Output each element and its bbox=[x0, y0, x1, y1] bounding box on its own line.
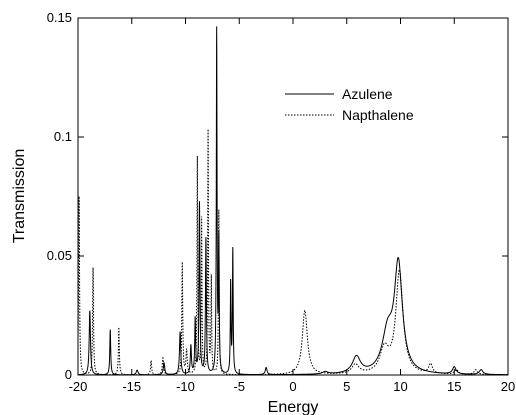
y-tick-label: 0.15 bbox=[47, 10, 72, 25]
y-tick-label: 0.1 bbox=[54, 129, 72, 144]
x-axis-label: Energy bbox=[268, 399, 319, 415]
x-tick-label: -10 bbox=[176, 379, 195, 394]
series-line-napthalene bbox=[77, 129, 508, 376]
y-axis-label: Transmission bbox=[11, 149, 28, 244]
y-tick-label: 0.05 bbox=[47, 248, 72, 263]
x-tick-label: 10 bbox=[393, 379, 407, 394]
x-tick-label: -5 bbox=[233, 379, 245, 394]
y-tick-label: 0 bbox=[65, 367, 72, 382]
x-tick-label: 20 bbox=[501, 379, 515, 394]
plot-frame bbox=[77, 17, 509, 376]
legend: Azulene Napthalene bbox=[285, 86, 414, 123]
x-tick-label: 0 bbox=[289, 379, 296, 394]
axis-ticks bbox=[77, 17, 509, 376]
x-tick-label: -15 bbox=[122, 379, 141, 394]
series-group bbox=[77, 26, 508, 376]
tick-labels: -20 -15 -10 -5 0 5 10 15 20 0 0.05 0.1 0.15 bbox=[47, 10, 516, 394]
legend-label-napthalene: Napthalene bbox=[342, 107, 414, 123]
x-tick-label: -20 bbox=[69, 379, 88, 394]
series-line-azulene bbox=[78, 26, 508, 376]
x-tick-label: 5 bbox=[343, 379, 350, 394]
x-tick-label: 15 bbox=[447, 379, 461, 394]
legend-label-azulene: Azulene bbox=[342, 86, 393, 102]
